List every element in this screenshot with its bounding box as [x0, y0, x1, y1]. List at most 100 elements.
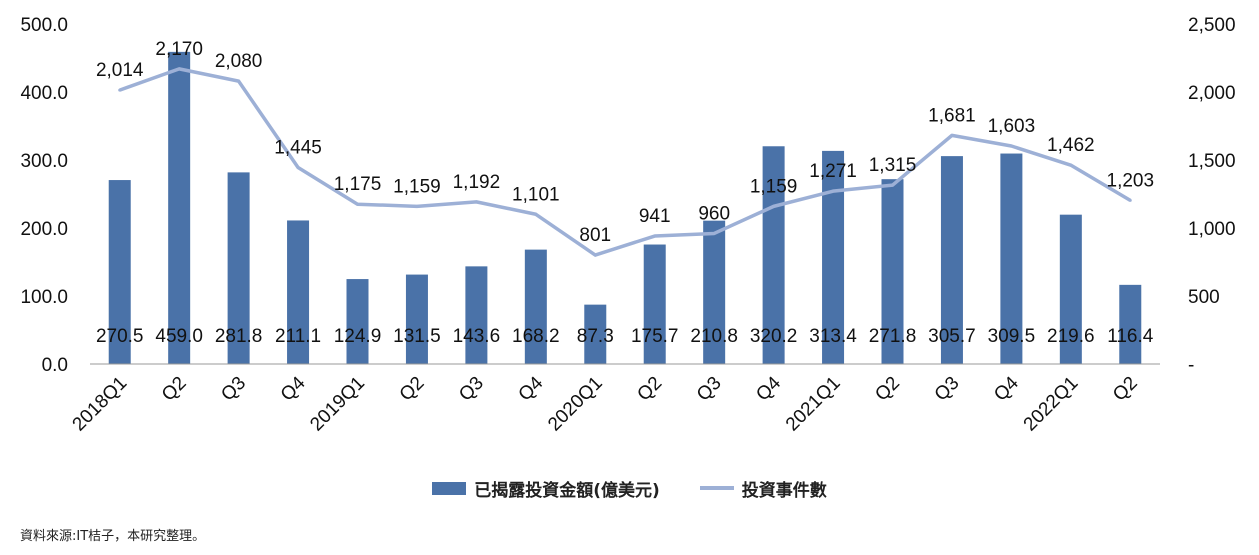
- legend-bar-swatch: [432, 481, 467, 495]
- bar-data-label: 87.3: [577, 326, 614, 347]
- bar: [1119, 284, 1142, 364]
- x-tick-label: 2018Q1: [69, 373, 132, 436]
- line-data-label: 1,271: [809, 161, 857, 182]
- line-point: [1009, 144, 1013, 148]
- bar-data-label: 124.9: [334, 326, 382, 347]
- bar: [227, 172, 250, 364]
- y-tick-right: 1,500: [1188, 151, 1236, 172]
- legend: 已揭露投資金額(億美元) 投資事件數: [0, 476, 1259, 501]
- bar: [881, 179, 904, 364]
- bar-data-label: 320.2: [750, 326, 798, 347]
- line-data-label: 1,101: [512, 184, 560, 205]
- y-tick-left: 500.0: [20, 15, 68, 36]
- bar-data-label: 305.7: [928, 326, 976, 347]
- bar: [405, 274, 428, 364]
- y-tick-left: 300.0: [20, 151, 68, 172]
- x-tick-label: Q2: [633, 373, 666, 406]
- y-tick-left: 200.0: [20, 219, 68, 240]
- bar-data-label: 168.2: [512, 326, 560, 347]
- x-tick-label: 2021Q1: [782, 373, 845, 436]
- line-data-label: 1,175: [334, 174, 382, 195]
- bar: [287, 220, 310, 364]
- line-data-label: 1,603: [988, 116, 1036, 137]
- bar: [524, 249, 547, 364]
- line-point: [1128, 198, 1132, 202]
- line-data-label: 2,170: [155, 39, 203, 60]
- line-data-label: 1,159: [393, 176, 441, 197]
- line-data-label: 801: [579, 225, 611, 246]
- line-data-label: 1,445: [274, 137, 322, 158]
- x-tick-label: 2019Q1: [306, 373, 369, 436]
- x-tick-label: Q4: [277, 372, 310, 405]
- bar: [108, 180, 131, 364]
- bar-data-label: 131.5: [393, 326, 441, 347]
- bar-data-label: 309.5: [988, 326, 1036, 347]
- line-point: [118, 88, 122, 92]
- bar: [1000, 153, 1023, 364]
- bar: [465, 266, 488, 364]
- line-point: [593, 253, 597, 257]
- bar-data-label: 210.8: [690, 326, 738, 347]
- source-note: 資料來源:IT桔子，本研究整理。: [20, 529, 206, 544]
- x-tick-label: 2020Q1: [544, 373, 607, 436]
- x-tick-label: Q2: [158, 373, 191, 406]
- x-tick-label: Q3: [455, 373, 488, 406]
- y-tick-right: 500: [1188, 287, 1220, 308]
- legend-item-line: 投資事件數: [699, 476, 827, 501]
- x-tick-label: Q3: [931, 373, 964, 406]
- line-point: [831, 189, 835, 193]
- line-data-label: 1,159: [750, 176, 798, 197]
- bar: [643, 244, 666, 364]
- bar: [703, 220, 726, 364]
- line-point: [772, 204, 776, 208]
- bar: [940, 156, 963, 364]
- bar-data-label: 271.8: [869, 326, 917, 347]
- legend-line-swatch: [699, 486, 734, 490]
- bar-data-label: 281.8: [215, 326, 263, 347]
- line-point: [296, 165, 300, 169]
- line-point: [237, 79, 241, 83]
- x-tick-label: Q2: [396, 373, 429, 406]
- line-data-label: 1,462: [1047, 135, 1095, 156]
- legend-line-label: 投資事件數: [741, 480, 827, 501]
- x-tick-label: Q2: [1109, 373, 1142, 406]
- line-data-label: 1,203: [1107, 170, 1155, 191]
- line-point: [177, 67, 181, 71]
- bar-data-label: 211.1: [275, 326, 321, 347]
- legend-item-bar: 已揭露投資金額(億美元): [432, 476, 660, 501]
- bar-data-label: 175.7: [631, 326, 679, 347]
- bar: [584, 304, 607, 364]
- bar-data-label: 219.6: [1047, 326, 1095, 347]
- line-point: [356, 202, 359, 206]
- line-point: [534, 212, 538, 216]
- line-point: [950, 133, 954, 137]
- x-tick-label: 2022Q1: [1020, 373, 1083, 436]
- bar: [1059, 214, 1082, 364]
- bar: [346, 279, 369, 364]
- bar-data-label: 116.4: [1107, 326, 1154, 347]
- y-tick-left: 400.0: [20, 83, 68, 104]
- x-tick-label: Q2: [871, 373, 904, 406]
- bar-data-label: 270.5: [96, 326, 144, 347]
- bar-data-label: 143.6: [453, 326, 501, 347]
- bar-data-label: 313.4: [809, 326, 857, 347]
- line-data-label: 1,192: [453, 172, 501, 193]
- bar: [822, 150, 845, 364]
- bar-data-label: 459.0: [155, 326, 203, 347]
- line-data-label: 2,080: [215, 51, 263, 72]
- chart-area: 0.0 100.0 200.0 300.0 400.0 500.0 - 500 1,000 1,5…: [20, 15, 1236, 436]
- legend-bar-label: 已揭露投資金額(億美元): [474, 480, 660, 501]
- line-point: [891, 183, 894, 187]
- x-tick-label: Q4: [990, 372, 1023, 405]
- x-tick-label: Q4: [515, 372, 548, 405]
- line-data-label: 941: [639, 206, 671, 227]
- line-data-label: 1,681: [928, 105, 976, 126]
- bar: [168, 51, 191, 364]
- line-point: [415, 204, 419, 208]
- line-series: [119, 67, 1132, 257]
- y-tick-right: -: [1188, 355, 1194, 376]
- line-data-label: 1,315: [869, 155, 917, 176]
- line-point: [1069, 163, 1073, 167]
- x-tick-label: Q3: [217, 373, 250, 406]
- line-point: [712, 231, 716, 235]
